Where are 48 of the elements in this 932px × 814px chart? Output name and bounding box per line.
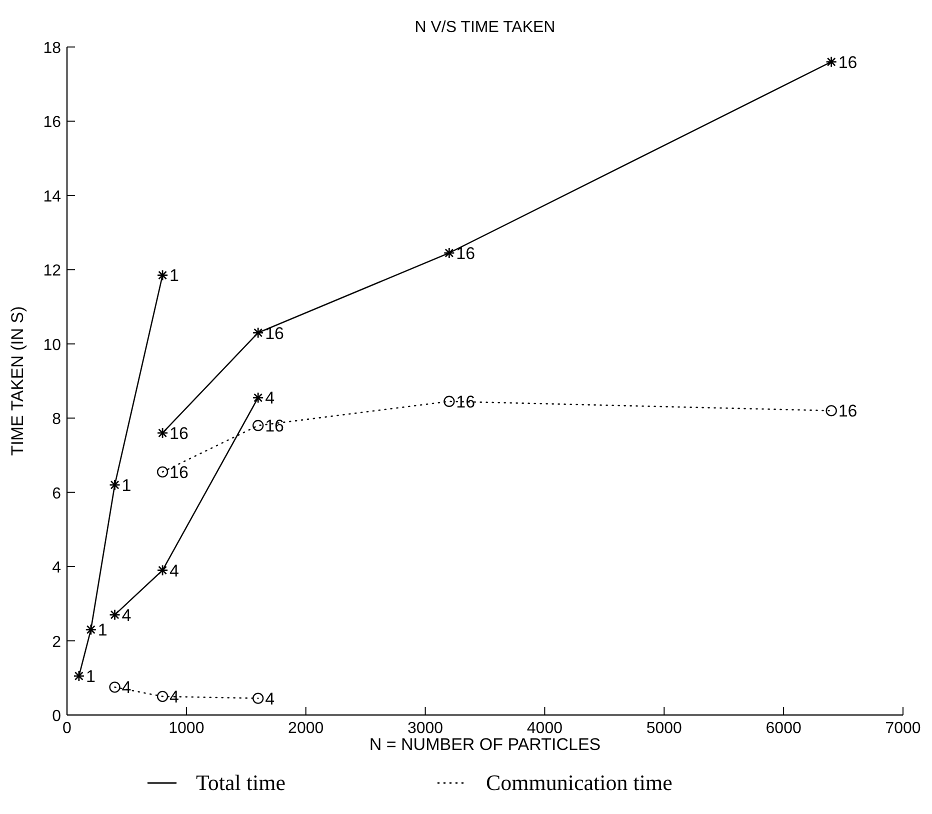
legend-label: Total time	[196, 770, 286, 795]
annotation: 1	[98, 620, 108, 640]
y-tick-label: 16	[43, 114, 62, 132]
annotation: 16	[838, 52, 858, 72]
y-tick-label: 14	[43, 188, 62, 206]
annotation: 4	[122, 606, 132, 625]
point	[109, 682, 120, 693]
annotation: 4	[122, 678, 132, 698]
x-tick-label: 0	[62, 720, 72, 737]
point	[252, 692, 264, 704]
annotation: 4	[170, 561, 180, 580]
x-tick-label: 5000	[646, 720, 682, 737]
x-tick-label: 2000	[288, 720, 324, 737]
legend-label: Communication time	[486, 770, 672, 795]
annotation: 16	[456, 244, 476, 263]
point	[826, 405, 837, 416]
annotation: 4	[265, 689, 275, 708]
y-axis-title: TIME TAKEN (IN S)	[8, 306, 27, 456]
annotation: 4	[265, 388, 275, 408]
chart-title: N V/S TIME TAKEN	[414, 19, 556, 36]
annotation: 1	[170, 266, 180, 286]
annotation: 16	[170, 462, 188, 482]
annotation: 16	[265, 416, 284, 436]
y-tick-label: 2	[52, 634, 62, 651]
x-tick-label: 7000	[885, 720, 921, 737]
annotation: 16	[265, 324, 284, 343]
x-tick-label: 6000	[766, 720, 802, 737]
y-tick-label: 6	[52, 485, 62, 502]
x-axis-title: N = NUMBER OF PARTICLES	[369, 735, 601, 754]
annotation: 4	[170, 687, 180, 706]
annotation: 16	[456, 392, 476, 412]
point	[156, 690, 168, 702]
y-tick-label: 0	[52, 708, 62, 725]
annotation: 16	[170, 424, 188, 443]
point	[156, 466, 168, 478]
y-tick-label: 8	[52, 411, 62, 428]
y-tick-label: 18	[43, 40, 62, 57]
annotation: 1	[122, 476, 132, 495]
y-tick-label: 12	[43, 262, 62, 280]
y-tick-label: 10	[43, 336, 62, 354]
x-tick-label: 4000	[526, 720, 563, 737]
annotation: 16	[838, 402, 858, 421]
point	[252, 420, 264, 432]
point	[444, 396, 455, 408]
y-tick-label: 4	[52, 560, 62, 577]
annotation: 1	[86, 667, 96, 686]
x-tick-label: 1000	[168, 720, 204, 737]
x-tick-label: 3000	[407, 720, 444, 737]
